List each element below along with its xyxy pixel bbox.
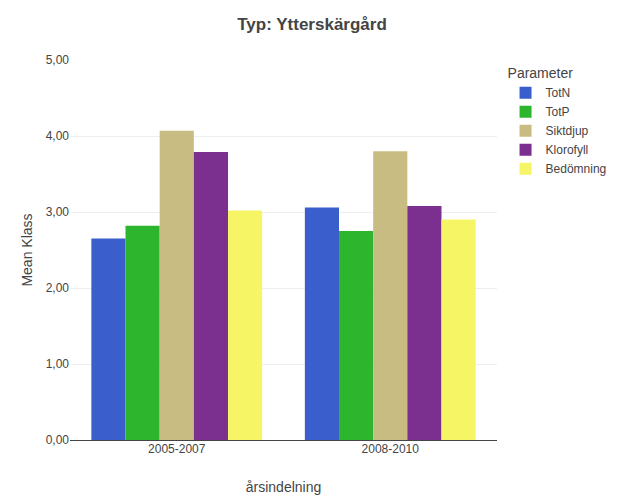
svg-text:2008-2010: 2008-2010 xyxy=(362,442,420,456)
svg-text:4,00: 4,00 xyxy=(46,129,70,143)
svg-text:Parameter: Parameter xyxy=(508,65,574,81)
svg-text:Typ: Ytterskärgård: Typ: Ytterskärgård xyxy=(237,15,387,34)
svg-text:1,00: 1,00 xyxy=(46,357,70,371)
svg-text:TotP: TotP xyxy=(546,105,570,119)
svg-text:5,00: 5,00 xyxy=(46,53,70,67)
svg-text:2005-2007: 2005-2007 xyxy=(148,442,206,456)
svg-text:Klorofyll: Klorofyll xyxy=(546,143,589,157)
svg-text:Bedömning: Bedömning xyxy=(546,162,607,176)
svg-text:TotN: TotN xyxy=(546,86,571,100)
svg-text:3,00: 3,00 xyxy=(46,205,70,219)
svg-text:2,00: 2,00 xyxy=(46,281,70,295)
svg-text:Siktdjup: Siktdjup xyxy=(546,124,589,138)
svg-text:0,00: 0,00 xyxy=(46,433,70,447)
svg-text:årsindelning: årsindelning xyxy=(246,479,322,495)
svg-text:Mean Klass: Mean Klass xyxy=(19,213,35,286)
